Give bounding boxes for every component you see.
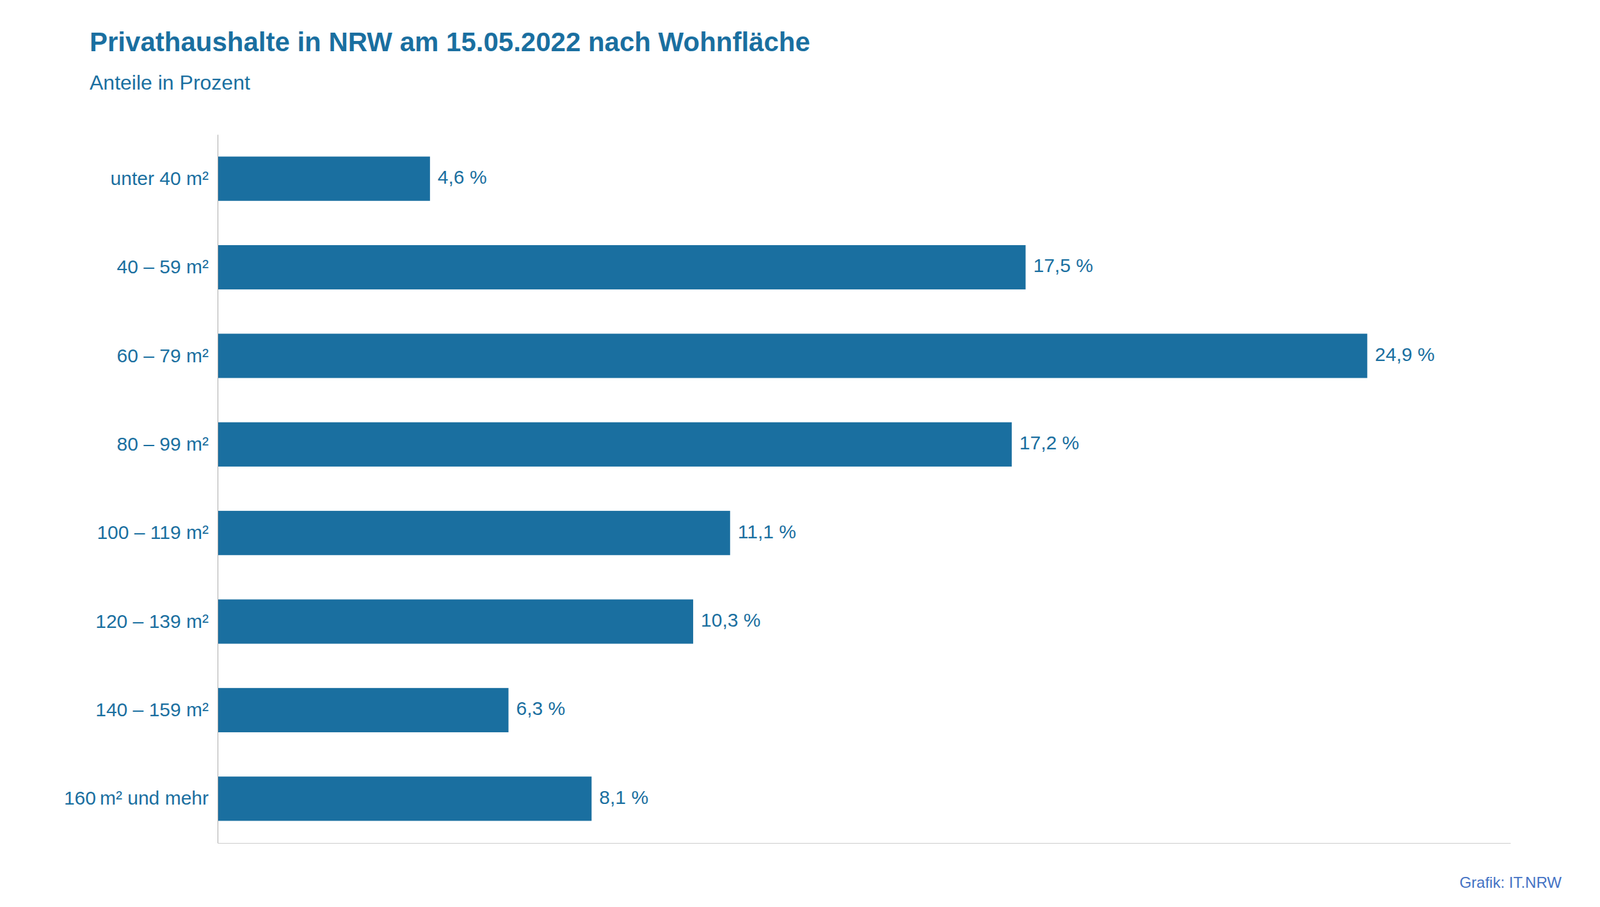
x-axis-line [218, 842, 1512, 844]
y-tick-label: 40 – 59 m² [117, 256, 209, 278]
credit: Grafik: IT.NRW [1459, 873, 1562, 891]
y-axis-line [217, 135, 219, 844]
y-tick: 80 – 99 m² [117, 433, 209, 455]
y-tick-label: 120 – 139 m² [95, 610, 209, 632]
data-label: 17,5 % [1033, 254, 1094, 276]
y-tick: unter 40 m² [110, 167, 209, 189]
plot-area: 4,6 % 17,5 % 24,9 % 17,2 % 11,1 % 10,3 % 6,3 %… [64, 135, 1512, 844]
y-axis: unter 40 m² 40 – 59 m² 60 – 79 m² 80 – 99 m… [64, 135, 219, 844]
y-tick: 100 – 119 m² [96, 521, 209, 543]
data-label: 6,3 % [516, 697, 566, 719]
data-label: 4,6 % [437, 166, 488, 188]
y-tick-label: 80 – 99 m² [117, 433, 209, 455]
data-label: 24,9 % [1374, 343, 1435, 365]
data-labels: 4,6 % 17,5 % 24,9 % 17,2 % 11,1 % 10,3 % 6,3 %… [437, 166, 1435, 808]
bar [217, 510, 731, 555]
y-tick-label: unter 40 m² [110, 167, 209, 189]
bar [217, 333, 1368, 378]
y-tick-label: 60 – 79 m² [117, 344, 209, 367]
bar [217, 599, 694, 644]
data-label: 17,2 % [1019, 432, 1080, 454]
y-tick-label: 140 – 159 m² [95, 698, 209, 720]
bar [217, 776, 592, 821]
title: Privathaushalte in NRW am 15.05.2022 nac… [89, 26, 811, 57]
subtitle: Anteile in Prozent [89, 71, 251, 95]
y-tick-label: 160 m² und mehr [64, 787, 209, 809]
background [0, 0, 1600, 907]
bar [217, 156, 431, 201]
y-tick: 140 – 159 m² [95, 698, 209, 720]
y-tick: 40 – 59 m² [117, 256, 209, 278]
y-tick: 60 – 79 m² [117, 344, 209, 367]
data-label: 11,1 % [737, 520, 797, 543]
data-label: 8,1 % [599, 786, 649, 808]
y-tick: 120 – 139 m² [95, 610, 209, 632]
y-tick-label: 100 – 119 m² [96, 521, 209, 543]
y-tick: 160 m² und mehr [64, 787, 209, 809]
bar [217, 245, 1026, 290]
data-label: 10,3 % [700, 609, 761, 631]
bars [217, 156, 1368, 822]
bar [217, 688, 509, 733]
chart: Privathaushalte in NRW am 15.05.2022 nac… [0, 0, 1600, 907]
bar [217, 422, 1012, 467]
x-axis [218, 842, 1512, 844]
